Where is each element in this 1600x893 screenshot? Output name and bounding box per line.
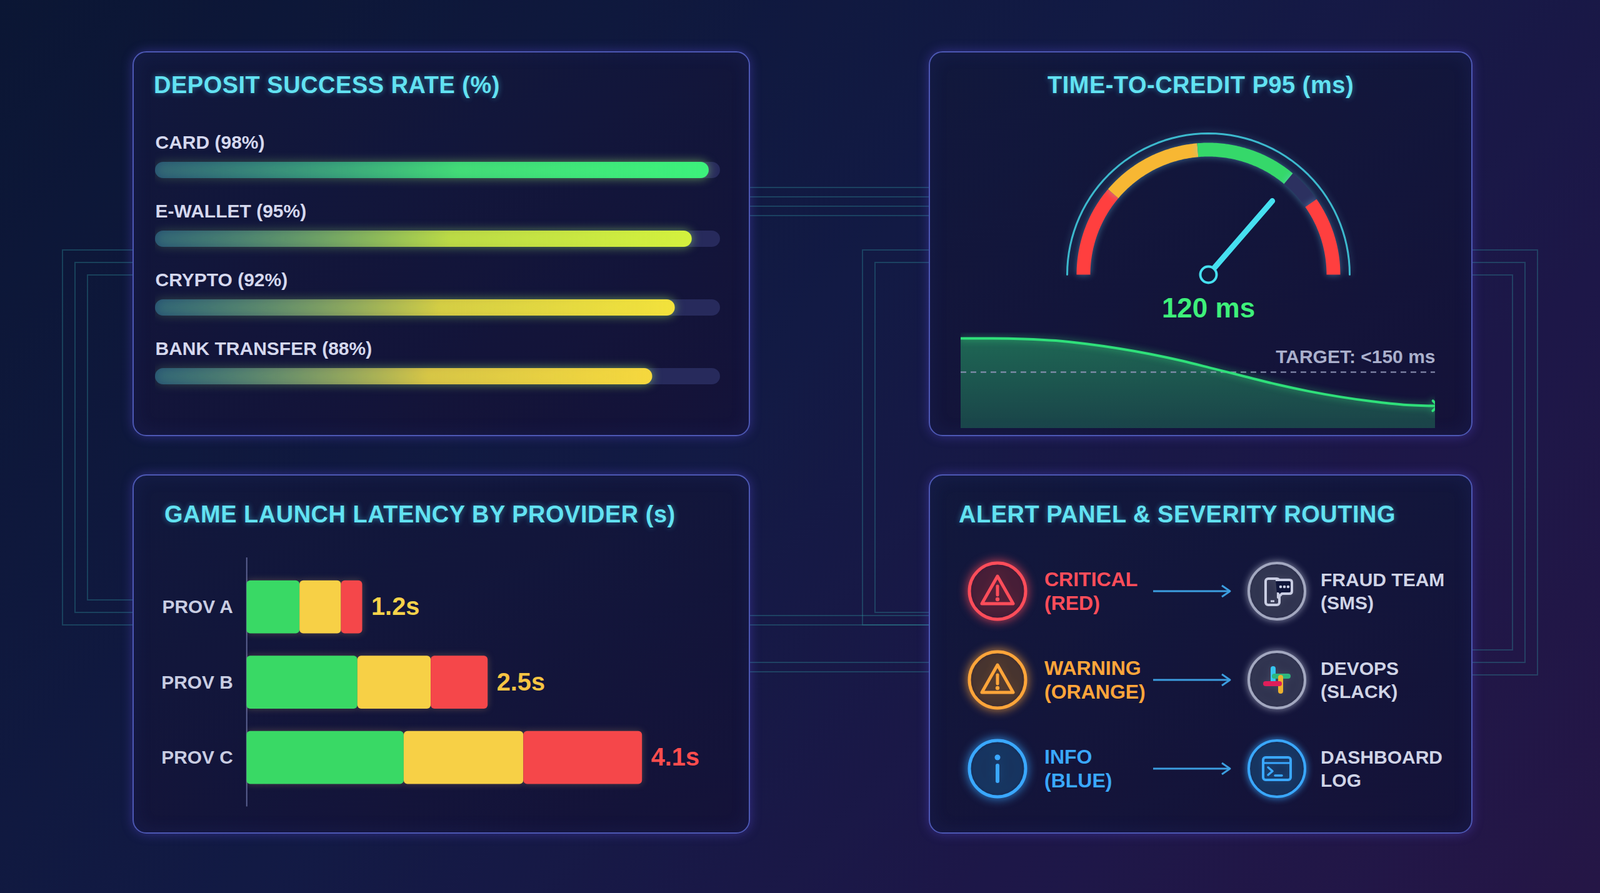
html-text:(SLACK): (SLACK) <box>1320 681 1398 702</box>
html-text:DEVOPS: DEVOPS <box>1320 658 1399 679</box>
svg-text:1.2s: 1.2s <box>371 592 420 620</box>
html-text:GAME LAUNCH LATENCY BY PROVIDE: GAME LAUNCH LATENCY BY PROVIDER (s) <box>164 501 676 528</box>
svg-text:PROV C: PROV C <box>161 746 233 768</box>
svg-text:PROV B: PROV B <box>161 671 233 693</box>
html-text:WARNING: WARNING <box>1044 656 1142 680</box>
svg-text:120 ms: 120 ms <box>1161 292 1255 324</box>
html-text:DEPOSIT SUCCESS RATE (%): DEPOSIT SUCCESS RATE (%) <box>153 71 500 99</box>
html-text:(SMS): (SMS) <box>1320 592 1374 614</box>
html-text:DASHBOARD: DASHBOARD <box>1320 746 1443 768</box>
svg-text:CARD (98%): CARD (98%) <box>155 131 265 153</box>
html-text:(RED): (RED) <box>1044 591 1100 615</box>
svg-text:CRYPTO (92%): CRYPTO (92%) <box>155 269 289 290</box>
svg-text:PROV A: PROV A <box>161 596 233 617</box>
html-text:CRITICAL: CRITICAL <box>1044 568 1138 591</box>
svg-text:E-WALLET (95%): E-WALLET (95%) <box>155 200 307 222</box>
svg-text:2.5s: 2.5s <box>496 668 546 696</box>
html-text:(BLUE): (BLUE) <box>1044 769 1113 792</box>
svg-text:4.1s: 4.1s <box>651 743 700 771</box>
html-text:(ORANGE): (ORANGE) <box>1044 680 1146 704</box>
html-text:TIME-TO-CREDIT P95 (ms): TIME-TO-CREDIT P95 (ms) <box>1047 71 1354 99</box>
html-text:ALERT PANEL & SEVERITY ROUTING: ALERT PANEL & SEVERITY ROUTING <box>958 501 1396 528</box>
html-text:INFO: INFO <box>1044 745 1093 769</box>
html-text:LOG: LOG <box>1320 770 1362 791</box>
html-text:FRAUD TEAM: FRAUD TEAM <box>1320 569 1445 590</box>
svg-text:TARGET: <150 ms: TARGET: <150 ms <box>1275 346 1435 367</box>
svg-text:BANK TRANSFER (88%): BANK TRANSFER (88%) <box>155 338 373 359</box>
